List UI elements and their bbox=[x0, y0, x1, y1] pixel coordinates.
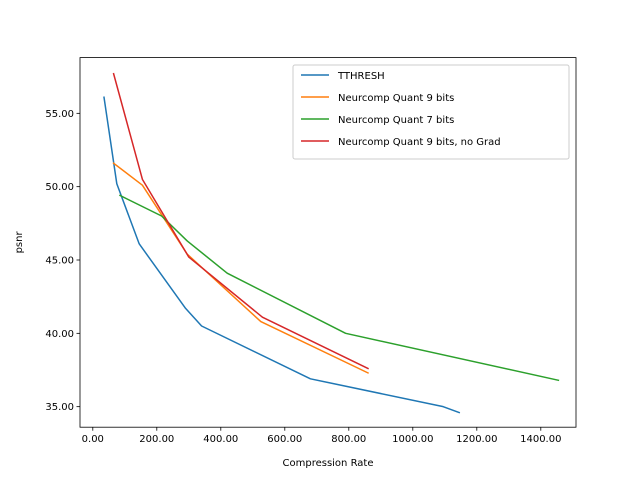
axes: 0.00 200.00 400.00 600.00 800.00 1000.00 1200.… bbox=[45, 57, 577, 445]
y-axis-label: psnr bbox=[14, 231, 25, 254]
x-tick-label: 200.00 bbox=[139, 434, 174, 445]
legend-label-1: Neurcomp Quant 9 bits bbox=[338, 93, 454, 104]
legend-label-2: Neurcomp Quant 7 bits bbox=[338, 115, 454, 126]
y-tick-label: 55.00 bbox=[45, 109, 74, 120]
y-tick-label: 35.00 bbox=[45, 402, 74, 413]
x-tick-label: 1200.00 bbox=[456, 434, 497, 445]
x-tick-label: 0.00 bbox=[82, 434, 104, 445]
series-line-2 bbox=[118, 194, 560, 382]
y-tick-label: 50.00 bbox=[45, 182, 74, 193]
x-tick-label: 1400.00 bbox=[520, 434, 561, 445]
series-line-3 bbox=[112, 72, 370, 370]
plot-area bbox=[103, 72, 560, 414]
legend-label-0: TTHRESH bbox=[337, 71, 385, 82]
axes-frame bbox=[79, 57, 577, 428]
legend-box bbox=[292, 64, 570, 160]
x-tick-label: 600.00 bbox=[267, 434, 302, 445]
y-tick-label: 40.00 bbox=[45, 329, 74, 340]
x-axis-label: Compression Rate bbox=[283, 458, 374, 469]
series-line-0 bbox=[103, 96, 461, 414]
x-tick-label: 400.00 bbox=[203, 434, 238, 445]
legend: TTHRESH Neurcomp Quant 9 bits Neurcomp Qua… bbox=[292, 64, 570, 160]
legend-label-3: Neurcomp Quant 9 bits, no Grad bbox=[338, 137, 501, 148]
y-tick-label: 45.00 bbox=[45, 256, 74, 267]
x-tick-label: 800.00 bbox=[331, 434, 366, 445]
x-tick-label: 1000.00 bbox=[392, 434, 433, 445]
